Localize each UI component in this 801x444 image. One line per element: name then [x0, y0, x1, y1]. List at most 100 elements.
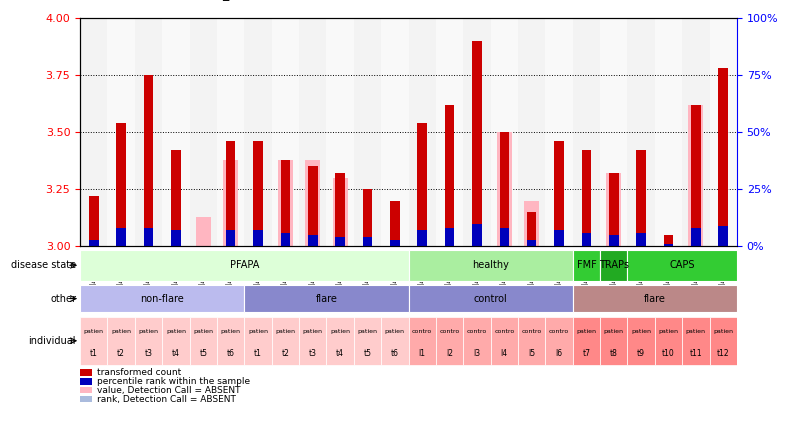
Bar: [409, 317, 436, 365]
Bar: [135, 317, 162, 365]
Bar: [305, 159, 320, 246]
Bar: [417, 230, 427, 246]
Bar: [390, 240, 400, 246]
Bar: [244, 18, 272, 246]
Bar: [554, 141, 564, 246]
Bar: [363, 189, 372, 246]
Bar: [332, 178, 348, 246]
Bar: [609, 173, 618, 246]
Text: t6: t6: [391, 349, 399, 358]
Bar: [545, 18, 573, 246]
Text: contro: contro: [412, 329, 433, 334]
Bar: [573, 250, 600, 281]
Bar: [89, 240, 99, 246]
Bar: [445, 228, 454, 246]
Bar: [688, 105, 703, 246]
Bar: [682, 18, 710, 246]
Text: patien: patien: [604, 329, 624, 334]
Bar: [381, 317, 409, 365]
Bar: [682, 317, 710, 365]
Bar: [655, 18, 682, 246]
Text: patien: patien: [139, 329, 159, 334]
Bar: [609, 235, 618, 246]
Bar: [223, 159, 238, 246]
Text: contro: contro: [494, 329, 514, 334]
Text: patien: patien: [577, 329, 597, 334]
Text: non-flare: non-flare: [140, 293, 184, 304]
Bar: [472, 41, 481, 246]
Text: contro: contro: [467, 329, 487, 334]
Bar: [710, 18, 737, 246]
Bar: [272, 18, 299, 246]
Bar: [195, 217, 211, 246]
Bar: [244, 285, 409, 312]
Bar: [135, 18, 162, 246]
Bar: [445, 105, 454, 246]
Bar: [381, 18, 409, 246]
Text: percentile rank within the sample: percentile rank within the sample: [97, 377, 250, 386]
Text: PFAPA: PFAPA: [230, 260, 259, 270]
Bar: [354, 317, 381, 365]
Bar: [718, 68, 728, 246]
Bar: [409, 18, 436, 246]
Bar: [664, 244, 674, 246]
Text: contro: contro: [521, 329, 541, 334]
Bar: [198, 226, 209, 246]
Bar: [463, 317, 490, 365]
Text: rank, Detection Call = ABSENT: rank, Detection Call = ABSENT: [97, 395, 235, 404]
Bar: [217, 317, 244, 365]
Text: t2: t2: [117, 349, 125, 358]
Text: FMF: FMF: [577, 260, 596, 270]
Bar: [582, 233, 591, 246]
Bar: [627, 18, 655, 246]
Text: patien: patien: [111, 329, 131, 334]
Text: TRAPs: TRAPs: [599, 260, 629, 270]
Bar: [463, 18, 490, 246]
Bar: [417, 123, 427, 246]
Text: patien: patien: [220, 329, 240, 334]
Bar: [718, 226, 728, 246]
Text: patien: patien: [631, 329, 651, 334]
Bar: [299, 18, 327, 246]
Bar: [107, 18, 135, 246]
Text: patien: patien: [658, 329, 678, 334]
Bar: [573, 317, 600, 365]
Bar: [627, 250, 737, 281]
Bar: [80, 387, 92, 393]
Text: l6: l6: [555, 349, 562, 358]
Bar: [80, 396, 92, 402]
Bar: [308, 235, 317, 246]
Bar: [497, 132, 512, 246]
Text: t3: t3: [144, 349, 152, 358]
Bar: [690, 139, 702, 246]
Text: t1: t1: [254, 349, 262, 358]
Text: contro: contro: [440, 329, 460, 334]
Bar: [217, 18, 244, 246]
Bar: [226, 230, 235, 246]
Bar: [327, 18, 354, 246]
Bar: [526, 212, 537, 246]
Bar: [664, 235, 674, 246]
Text: t6: t6: [227, 349, 235, 358]
Text: patien: patien: [713, 329, 733, 334]
Text: t10: t10: [662, 349, 675, 358]
Bar: [107, 317, 135, 365]
Bar: [336, 173, 345, 246]
Text: t8: t8: [610, 349, 618, 358]
Bar: [390, 201, 400, 246]
Bar: [116, 228, 126, 246]
Bar: [336, 237, 345, 246]
Bar: [691, 228, 701, 246]
Text: patien: patien: [384, 329, 405, 334]
Bar: [143, 75, 153, 246]
Bar: [600, 250, 627, 281]
Bar: [490, 18, 518, 246]
Bar: [636, 151, 646, 246]
Text: l2: l2: [446, 349, 453, 358]
Text: patien: patien: [357, 329, 377, 334]
Bar: [143, 228, 153, 246]
Text: patien: patien: [248, 329, 268, 334]
Bar: [280, 233, 290, 246]
Bar: [299, 317, 327, 365]
Text: t4: t4: [336, 349, 344, 358]
